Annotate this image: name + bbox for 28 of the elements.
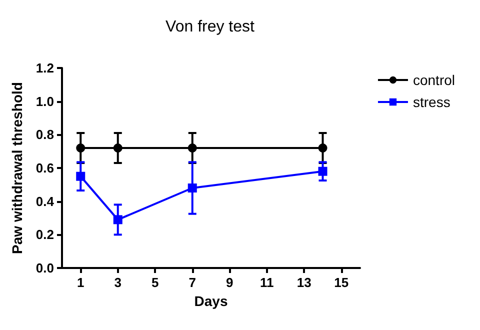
x-tick-label: 11 <box>260 275 274 290</box>
x-tick-label: 3 <box>114 275 122 290</box>
point <box>188 184 197 192</box>
point <box>318 166 328 176</box>
legend-label: stress <box>412 94 450 110</box>
y-tick-label: 1.2 <box>36 60 54 76</box>
point <box>188 144 197 152</box>
x-axis-title: Days <box>194 293 228 309</box>
point <box>76 172 86 181</box>
y-tick-label: 0.6 <box>36 160 54 176</box>
point <box>113 215 122 224</box>
y-tick-label: 0.4 <box>36 194 55 209</box>
x-tick-label: 1 <box>77 275 84 290</box>
legend-label: control <box>412 72 456 88</box>
point <box>76 144 86 152</box>
y-tick-label: 0.0 <box>36 260 54 276</box>
y-tick-label: 0.8 <box>36 127 54 142</box>
chart-title: Von frey test <box>166 18 256 36</box>
x-tick-label: 9 <box>226 275 234 290</box>
y-tick-label: 1.0 <box>36 94 54 109</box>
x-tick-label: 5 <box>152 275 159 290</box>
y-tick-label: 0.2 <box>36 227 54 242</box>
x-tick-label: 7 <box>188 275 196 290</box>
y-axis-title: Paw withdrawal threshold <box>9 82 25 254</box>
x-tick-label: 13 <box>296 275 312 290</box>
x-tick-label: 15 <box>334 275 349 290</box>
point <box>318 144 328 152</box>
point <box>113 144 122 152</box>
